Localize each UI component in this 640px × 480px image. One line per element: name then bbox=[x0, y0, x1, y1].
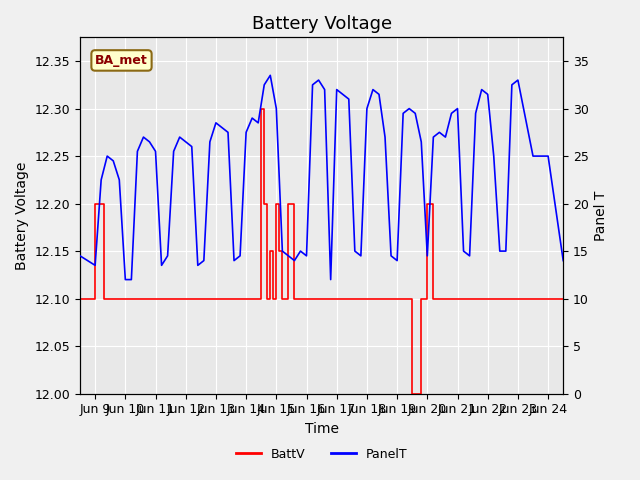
Bar bbox=[80, 156, 563, 346]
Y-axis label: Battery Voltage: Battery Voltage bbox=[15, 161, 29, 270]
Legend: BattV, PanelT: BattV, PanelT bbox=[231, 443, 412, 466]
Y-axis label: Panel T: Panel T bbox=[595, 190, 609, 240]
Title: Battery Voltage: Battery Voltage bbox=[252, 15, 392, 33]
Text: BA_met: BA_met bbox=[95, 54, 148, 67]
X-axis label: Time: Time bbox=[305, 422, 339, 436]
